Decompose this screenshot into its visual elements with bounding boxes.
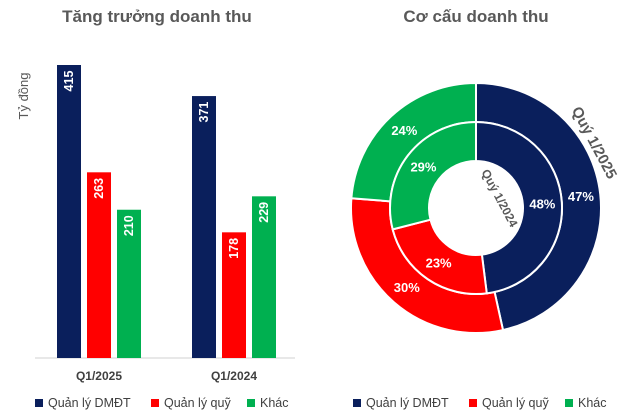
donut-chart-legend: Quản lý DMĐT Quản lý quỹ Khác: [353, 396, 607, 410]
donut-outer-pct-label: 47%: [568, 189, 594, 204]
donut-chart: Cơ cấu doanh thu 47%30%24%48%23%29% Quý …: [350, 7, 620, 410]
bar-q1-2024-quan-ly-quy: [222, 232, 246, 358]
bar-q1-2024-quan-ly-dmdt: [192, 96, 216, 358]
legend-swatch-quan-ly-dmdt: [353, 399, 361, 407]
bar-chart-category-labels: Q1/2025 Q1/2024: [76, 369, 257, 383]
legend-label-khac: Khác: [578, 396, 607, 410]
bar-value-label: 415: [62, 71, 76, 92]
bar-value-label: 371: [197, 102, 211, 123]
bar-chart-title: Tăng trưởng doanh thu: [62, 7, 252, 26]
bar-category-label-q1-2025: Q1/2025: [76, 369, 122, 383]
bar-chart-value-labels: 415 263 210 371 178 229: [62, 71, 271, 259]
legend-swatch-quan-ly-quy: [469, 399, 477, 407]
donut-inner-ring: [389, 120, 563, 295]
donut-inner-slice-quan-ly-dmdt: [475, 120, 563, 295]
donut-inner-pct-label: 48%: [529, 196, 555, 211]
donut-percent-labels: 47% 30% 24% 48% 23% 29%: [391, 123, 594, 295]
legend-label-quan-ly-quy: Quản lý quỹ: [482, 396, 549, 410]
donut-outer-pct-label: 30%: [394, 280, 420, 295]
bar-q1-2024-khac: [252, 196, 276, 358]
bar-q1-2025-quan-ly-dmdt: [57, 65, 81, 358]
legend-swatch-quan-ly-quy: [151, 399, 159, 407]
donut-inner-slice-quan-ly-quy: [391, 218, 488, 295]
donut-outer-ring: [350, 81, 602, 334]
bar-value-label: 210: [122, 215, 136, 236]
bar-value-label: 178: [227, 238, 241, 259]
bar-value-label: 263: [92, 178, 106, 199]
donut-inner-pct-label: 29%: [410, 160, 436, 175]
legend-swatch-khac: [247, 399, 255, 407]
bar-chart: Tăng trưởng doanh thu Tỷ đồng 415 263 210 3…: [16, 7, 295, 410]
legend-label-khac: Khác: [260, 396, 289, 410]
bar-chart-bars: [57, 65, 276, 358]
donut-inner-pct-label: 23%: [426, 256, 452, 271]
legend-swatch-khac: [565, 399, 573, 407]
donut-chart-title: Cơ cấu doanh thu: [403, 7, 548, 26]
bar-category-label-q1-2024: Q1/2024: [211, 369, 257, 383]
bar-value-label: 229: [257, 202, 271, 223]
bar-chart-legend: Quản lý DMĐT Quản lý quỹ Khác: [35, 396, 289, 410]
legend-swatch-quan-ly-dmdt: [35, 399, 43, 407]
legend-label-quan-ly-dmdt: Quản lý DMĐT: [366, 396, 449, 410]
legend-label-quan-ly-dmdt: Quản lý DMĐT: [48, 396, 131, 410]
bar-q1-2025-khac: [117, 209, 141, 358]
donut-inner-slice-khac: [389, 120, 477, 231]
legend-label-quan-ly-quy: Quản lý quỹ: [164, 396, 231, 410]
bar-chart-y-axis-label: Tỷ đồng: [16, 73, 31, 120]
bar-q1-2025-quan-ly-quy: [87, 172, 111, 358]
donut-outer-pct-label: 24%: [391, 123, 417, 138]
